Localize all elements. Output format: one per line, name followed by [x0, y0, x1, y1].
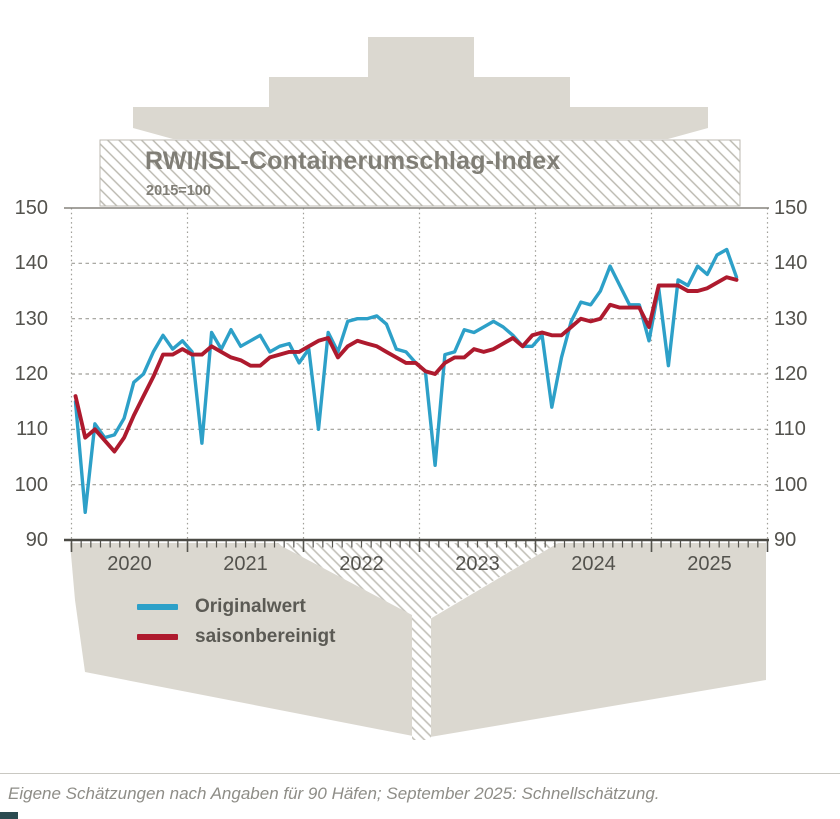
y-axis-label-left-110: 110: [16, 418, 48, 441]
y-axis-label-right-150: 150: [774, 197, 808, 219]
brand-corner-mark: [0, 812, 18, 819]
y-axis-label-right-140: 140: [774, 252, 808, 275]
saisonbereinigt-line-swatch: [137, 634, 178, 640]
gridlines-group: [70, 208, 769, 540]
ship-superstructure-silhouette: [133, 37, 708, 139]
y-axis-label-left-90: 90: [25, 529, 48, 551]
series-line-saisonbereinigt: [73, 275, 739, 454]
source-footnote: Eigene Schätzungen nach Angaben für 90 H…: [8, 784, 660, 803]
y-axis-label-left-100: 100: [14, 473, 48, 496]
y-axis-label-left-150: 150: [14, 197, 48, 219]
axis-ticks-group: [70, 541, 769, 552]
y-axis-label-right-100: 100: [774, 473, 808, 496]
y-axis-label-right-130: 130: [774, 307, 808, 330]
x-axis-year-label-2025: 2025: [687, 553, 732, 575]
x-axis-year-label-2023: 2023: [455, 553, 500, 575]
x-axis-year-label-2021: 2021: [223, 553, 268, 575]
hull-bow-hatch-notch: [276, 543, 558, 740]
x-axis-year-label-2024: 2024: [571, 553, 616, 575]
ship-hull-silhouette: [70, 543, 766, 740]
footnote-divider: [0, 773, 840, 774]
chart-title: RWI/ISL-Containerumschlag-Index: [145, 147, 561, 175]
y-axis-label-left-120: 120: [14, 363, 48, 385]
legend-label-saisonbereinigt: saisonbereinigt: [195, 626, 336, 647]
y-axis-label-right-90: 90: [774, 529, 797, 551]
originalwert-line-swatch: [137, 604, 178, 610]
y-axis-label-right-120: 120: [774, 363, 808, 385]
series-lines-group: [73, 247, 739, 514]
x-axis-year-label-2022: 2022: [339, 553, 384, 575]
series-line-originalwert: [73, 247, 739, 514]
y-axis-label-left-140: 140: [14, 252, 48, 275]
legend-item-saisonbereinigt: saisonbereinigt: [137, 622, 335, 652]
title-band-hatched: [99, 139, 741, 207]
chart-subtitle: 2015=100: [146, 183, 211, 199]
legend-label-originalwert: Originalwert: [195, 596, 306, 617]
x-axis-year-label-2020: 2020: [107, 553, 152, 575]
chart-legend: Originalwert saisonbereinigt: [137, 592, 335, 652]
legend-item-originalwert: Originalwert: [137, 592, 335, 622]
y-axis-label-right-110: 110: [774, 418, 806, 441]
y-axis-label-left-130: 130: [14, 307, 48, 330]
